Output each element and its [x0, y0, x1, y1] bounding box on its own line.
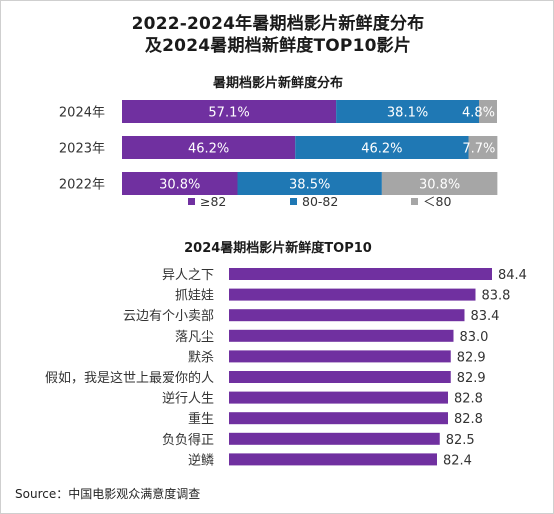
bar [229, 412, 448, 425]
data-label: 82.8 [454, 412, 483, 427]
legend-swatch [188, 198, 195, 205]
bar-segment [468, 136, 498, 159]
top10-freshness-chart: 异人之下 84.4 抓娃娃 83.8 云边有个小卖部 83.4 落凡尘 83.0 默杀 82.9 假… [45, 268, 527, 468]
freshness-distribution-chart: 2024年 57.1% 38.1% 4.8% 2023年 46.2% 46.2% 7.7% 20… [59, 100, 498, 209]
bar [229, 268, 492, 280]
category-label: 假如，我是这世上最爱你的人 [45, 370, 214, 386]
bar-segment [479, 100, 497, 123]
bar-segment [237, 172, 382, 195]
legend-label: 80-82 [302, 194, 338, 209]
bar [229, 350, 451, 363]
category-label: 逆鳞 [188, 452, 214, 468]
category-label: 落凡尘 [175, 330, 214, 345]
bar-segment [295, 136, 469, 159]
data-label: 38.1% [387, 106, 428, 121]
category-label: 负负得正 [162, 432, 214, 448]
legend-swatch [411, 198, 418, 205]
data-label: 84.4 [498, 268, 527, 283]
legend-label: ≥82 [200, 194, 226, 209]
stacked-chart-title: 暑期档影片新鲜度分布 [212, 76, 343, 91]
category-label: 重生 [188, 411, 214, 427]
source-note: Source：中国电影观众满意度调查 [15, 487, 201, 501]
bar [229, 309, 465, 322]
data-label: 83.0 [460, 330, 489, 345]
chart-title-line2: 及2024暑期档新鲜度TOP10影片 [144, 36, 412, 56]
data-label: 83.4 [471, 309, 500, 324]
data-label: 4.8% [462, 106, 495, 121]
legend-label: ＜80 [423, 194, 451, 209]
category-label: 抓娃娃 [175, 289, 214, 304]
category-label: 2023年 [59, 142, 105, 157]
bar [229, 329, 454, 342]
bar-segment [122, 136, 296, 159]
data-label: 30.8% [159, 178, 200, 193]
data-label: 82.9 [457, 350, 486, 365]
top10-chart-title: 2024暑期档影片新鲜度TOP10 [184, 241, 372, 256]
bar [229, 288, 476, 301]
category-label: 异人之下 [162, 268, 214, 283]
bar-segment [336, 100, 479, 123]
data-label: 82.8 [454, 392, 483, 407]
data-label: 30.8% [419, 178, 460, 193]
bar-segment [381, 172, 498, 195]
bar [229, 432, 440, 445]
bar-segment [122, 172, 238, 195]
legend-swatch [290, 198, 297, 205]
data-label: 38.5% [289, 178, 330, 193]
data-label: 82.5 [446, 433, 475, 448]
category-label: 2022年 [59, 178, 105, 193]
data-label: 83.8 [482, 289, 511, 304]
category-label: 2024年 [59, 106, 105, 121]
bar [229, 453, 437, 466]
data-label: 46.2% [361, 142, 402, 157]
category-label: 默杀 [188, 349, 214, 365]
bar [229, 371, 451, 383]
data-label: 82.4 [443, 453, 472, 468]
chart-title-line1: 2022-2024年暑期档影片新鲜度分布 [131, 14, 425, 34]
data-label: 57.1% [208, 106, 249, 121]
bar-segment [122, 100, 337, 123]
data-label: 46.2% [188, 142, 229, 157]
data-label: 82.9 [457, 371, 486, 386]
category-label: 云边有个小卖部 [123, 309, 214, 324]
data-label: 7.7% [462, 142, 495, 157]
category-label: 逆行人生 [162, 391, 214, 407]
bar [229, 391, 448, 404]
